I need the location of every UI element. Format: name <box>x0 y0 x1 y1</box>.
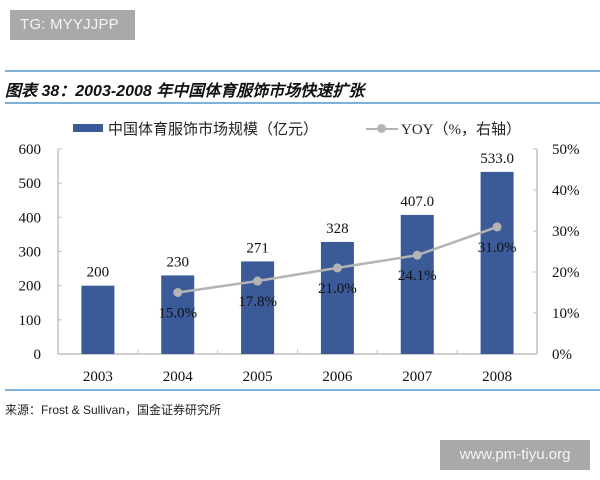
axes: 01002003004005006000%10%20%30%40%50%2003… <box>19 142 580 385</box>
yoy-marker-icon <box>253 276 263 286</box>
legend-line-marker-icon <box>377 124 386 133</box>
yoy-value-label: 21.0% <box>318 281 357 297</box>
figure-source: 来源：Frost & Sullivan，国金证券研究所 <box>5 403 222 417</box>
y-tick-label-right: 40% <box>552 183 580 199</box>
bar <box>480 171 514 354</box>
bar-value-label: 271 <box>246 240 269 256</box>
x-tick-label: 2008 <box>482 369 512 385</box>
yoy-marker-icon <box>332 263 342 273</box>
y-tick-label-right: 0% <box>552 347 572 363</box>
title-rule-bottom <box>5 102 600 104</box>
y-tick-label-right: 20% <box>552 265 580 281</box>
data-labels: 200 230 271 328 407.0 533.0 15.0% 17.8% 21.0% 24.… <box>87 151 517 322</box>
x-tick-label: 2003 <box>83 369 113 385</box>
legend-bar-label: 中国体育服饰市场规模（亿元） <box>108 122 319 138</box>
yoy-value-label: 24.1% <box>398 268 437 284</box>
y-tick-label-left: 200 <box>19 279 42 295</box>
x-tick-label: 2006 <box>322 369 353 385</box>
y-tick-label-left: 0 <box>34 347 42 363</box>
bar <box>400 214 434 354</box>
y-tick-label-left: 500 <box>19 176 42 192</box>
x-tick-label: 2007 <box>402 369 433 385</box>
yoy-marker-icon <box>173 288 183 297</box>
line-series <box>173 222 502 297</box>
bar-value-label: 328 <box>326 221 349 237</box>
bar-value-label: 407.0 <box>400 194 434 210</box>
bar-value-label: 230 <box>167 254 190 270</box>
bar <box>320 241 354 354</box>
yoy-value-label: 15.0% <box>158 306 197 322</box>
yoy-value-label: 17.8% <box>238 294 277 310</box>
y-tick-label-left: 100 <box>19 313 42 329</box>
chart-canvas: 01002003004005006000%10%20%30%40%50%2003… <box>19 142 580 385</box>
watermark-badge-top: TG: MYYJJPP <box>10 10 135 40</box>
figure-title: 图表 38：2003-2008 年中国体育服饰市场快速扩张 <box>5 83 365 100</box>
yoy-value-label: 31.0% <box>478 240 517 256</box>
y-tick-label-right: 50% <box>552 142 580 158</box>
bar <box>81 285 115 354</box>
x-tick-label: 2005 <box>243 369 273 385</box>
y-tick-label-right: 10% <box>552 306 580 322</box>
bar-value-label: 533.0 <box>480 151 514 167</box>
yoy-marker-icon <box>492 222 502 232</box>
x-tick-label: 2004 <box>163 369 194 385</box>
legend-line-label: YOY（%，右轴） <box>401 122 521 138</box>
source-rule <box>5 389 600 391</box>
y-tick-label-left: 600 <box>19 142 42 158</box>
yoy-marker-icon <box>412 250 422 260</box>
y-tick-label-left: 300 <box>19 245 42 261</box>
y-tick-label-left: 400 <box>19 210 42 226</box>
title-rule-top <box>5 70 600 72</box>
bar-series <box>81 171 514 354</box>
y-tick-label-right: 30% <box>552 224 580 240</box>
watermark-badge-bottom: www.pm-tiyu.org <box>440 440 590 470</box>
bar-value-label: 200 <box>87 265 110 281</box>
legend-bar-swatch <box>73 124 103 132</box>
